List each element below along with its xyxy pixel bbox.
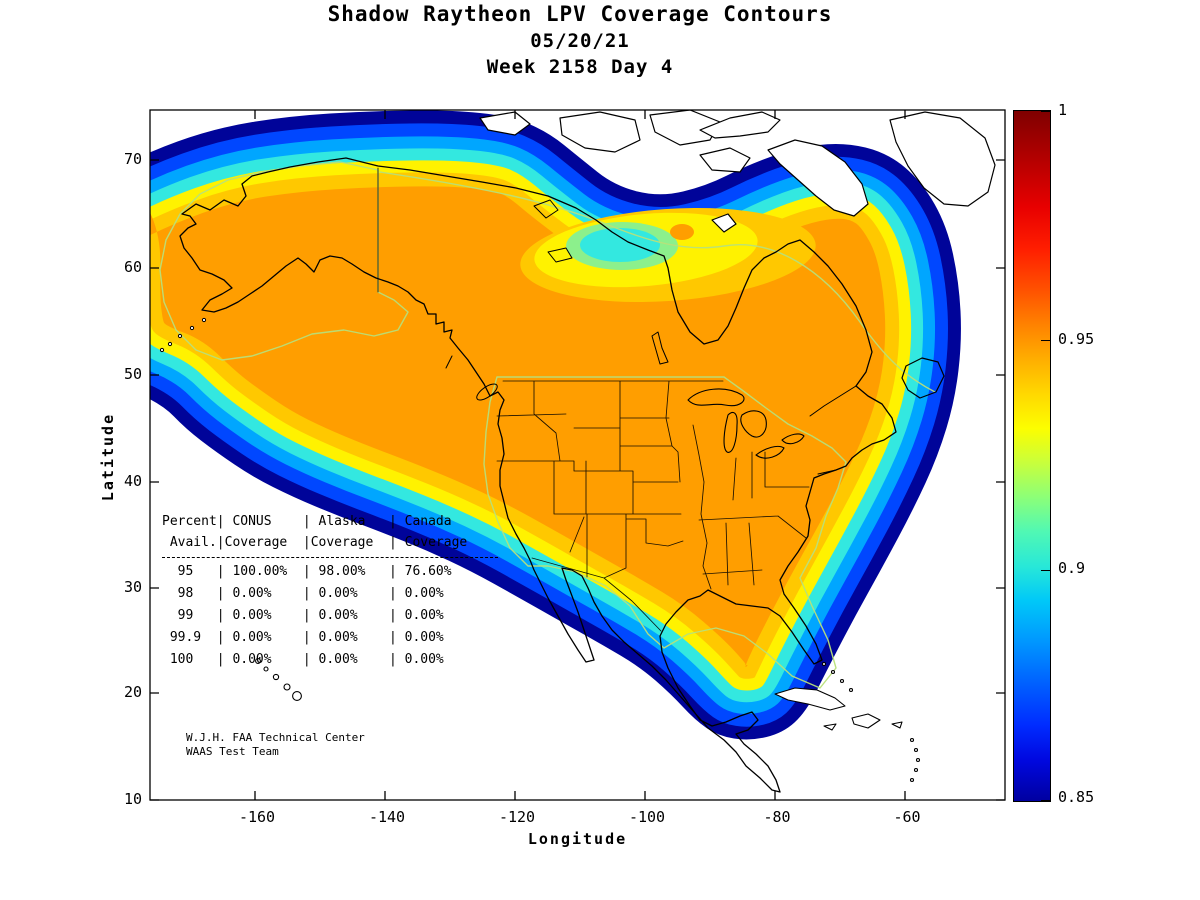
x-tick-label: -100 [628, 808, 666, 826]
coverage-table-header-2: Avail.|Coverage |Coverage | Coverage [162, 535, 468, 550]
y-tick-label: 10 [123, 790, 142, 808]
y-tick-label: 20 [123, 683, 142, 701]
aleutian-islands [159, 317, 207, 353]
figure-title: Shadow Raytheon LPV Coverage Contours [327, 2, 833, 26]
colorbar-tick-label: 0.95 [1058, 330, 1095, 348]
continent-outline [179, 157, 897, 793]
conus-boundary [483, 376, 847, 689]
coverage-table-header-1: Percent| CONUS | Alaska | Canada [162, 514, 452, 529]
axis-ticks [150, 110, 1005, 801]
cuba [774, 687, 846, 711]
coverage-table: Percent| CONUS | Alaska | Canada Avail.|… [162, 511, 498, 671]
coverage-table-row: 95 | 100.00% | 98.00% | 76.60% [162, 564, 452, 579]
arctic-islands [479, 110, 996, 233]
colorbar [1013, 110, 1051, 802]
y-tick-label: 40 [123, 472, 142, 490]
x-tick-label: -140 [368, 808, 406, 826]
colorbar-tick-label: 0.85 [1058, 788, 1095, 806]
x-tick-label: -120 [498, 808, 536, 826]
coverage-table-row: 100 | 0.00% | 0.00% | 0.00% [162, 652, 444, 667]
canada-boundary [379, 171, 936, 393]
geography-layer [159, 110, 996, 793]
colorbar-tick-label: 1 [1058, 101, 1068, 119]
coverage-table-row: 99 | 0.00% | 0.00% | 0.00% [162, 608, 444, 623]
y-tick-label: 30 [123, 578, 142, 596]
coverage-table-separator [162, 557, 498, 558]
state-borders [377, 167, 810, 632]
figure-week-day: Week 2158 Day 4 [486, 56, 674, 78]
great-lakes [687, 388, 805, 459]
y-tick-label: 70 [123, 150, 142, 168]
x-tick-label: -80 [763, 808, 791, 826]
attribution-line-2: WAAS Test Team [186, 745, 279, 758]
plot-border [149, 109, 1006, 801]
x-axis-label: Longitude [527, 830, 628, 848]
attribution: W.J.H. FAA Technical Center WAAS Test Te… [186, 731, 365, 759]
vancouver-island [476, 383, 498, 401]
hawaii-islands [255, 658, 302, 701]
y-axis-label: Latitude [99, 412, 117, 502]
x-tick-label: -60 [893, 808, 921, 826]
newfoundland [901, 357, 945, 399]
greenland [889, 111, 996, 207]
caribbean-islands [774, 661, 921, 783]
alaska-boundary [159, 161, 409, 361]
hispaniola [851, 713, 881, 729]
coverage-dip-patch [520, 207, 816, 303]
canada-lakes [533, 199, 669, 365]
y-tick-label: 60 [123, 258, 142, 276]
baffin-island [767, 139, 869, 217]
coverage-table-row: 98 | 0.00% | 0.00% | 0.00% [162, 586, 444, 601]
coastal-detail-lines [445, 355, 857, 475]
coverage-table-row: 99.9 | 0.00% | 0.00% | 0.00% [162, 630, 444, 645]
x-tick-label: -160 [238, 808, 276, 826]
y-tick-label: 50 [123, 365, 142, 383]
attribution-line-1: W.J.H. FAA Technical Center [186, 731, 365, 744]
figure-date: 05/20/21 [530, 30, 630, 52]
colorbar-tick-label: 0.9 [1058, 559, 1086, 577]
service-area-boundaries [159, 161, 936, 689]
